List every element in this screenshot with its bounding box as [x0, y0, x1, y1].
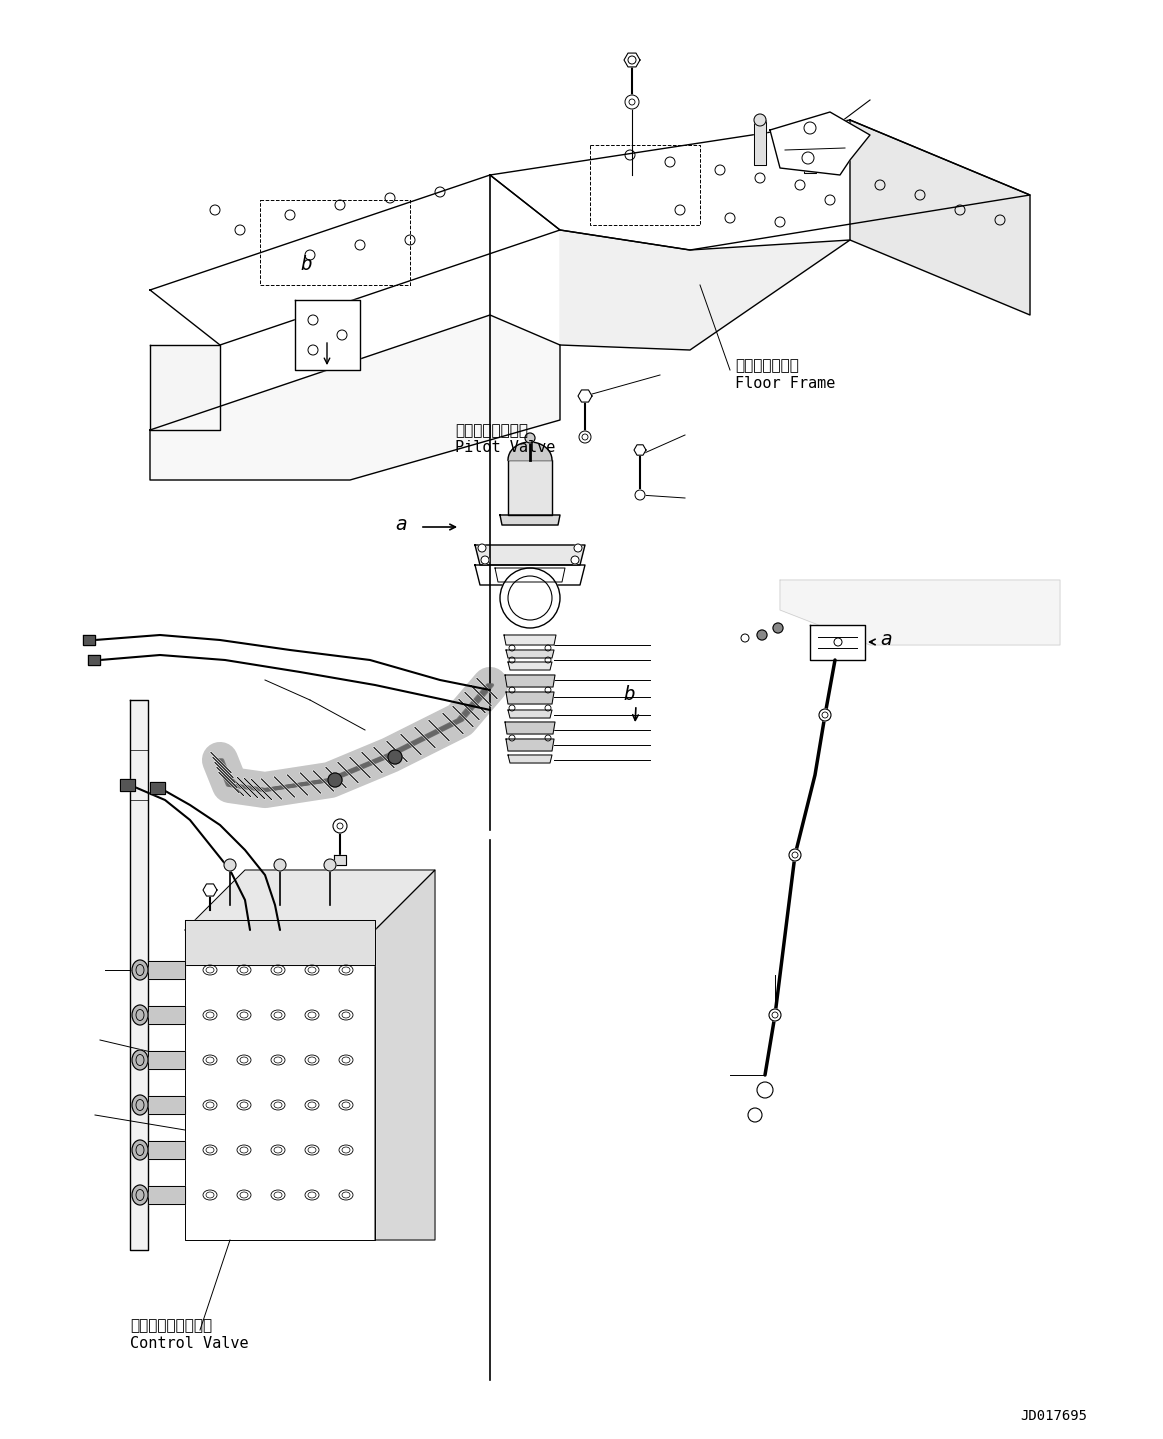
Polygon shape [148, 961, 185, 979]
Polygon shape [506, 650, 554, 658]
Ellipse shape [131, 1004, 148, 1025]
Polygon shape [506, 692, 554, 704]
Circle shape [802, 153, 814, 164]
Circle shape [328, 773, 342, 787]
Polygon shape [150, 781, 165, 794]
Circle shape [274, 859, 286, 871]
Circle shape [819, 709, 832, 721]
Polygon shape [500, 515, 561, 525]
Ellipse shape [131, 1050, 148, 1071]
Polygon shape [634, 445, 645, 455]
Text: コントロールバルブ: コントロールバルブ [130, 1318, 212, 1333]
Polygon shape [780, 580, 1059, 645]
Text: JD017695: JD017695 [1020, 1409, 1087, 1423]
Polygon shape [505, 722, 555, 734]
Circle shape [579, 432, 591, 443]
Text: フロアフレーム: フロアフレーム [735, 358, 799, 373]
Polygon shape [504, 635, 556, 645]
Polygon shape [770, 112, 870, 176]
Polygon shape [754, 119, 766, 165]
Polygon shape [148, 1186, 185, 1204]
Polygon shape [120, 778, 135, 791]
Polygon shape [148, 1050, 185, 1069]
Ellipse shape [131, 1184, 148, 1204]
Polygon shape [508, 662, 552, 671]
Circle shape [324, 859, 336, 871]
Text: a: a [395, 515, 407, 534]
Text: Pilot Valve: Pilot Valve [455, 440, 556, 455]
Polygon shape [130, 699, 148, 1250]
Polygon shape [578, 390, 592, 401]
Polygon shape [508, 460, 552, 515]
Polygon shape [148, 1097, 185, 1114]
Text: パイロットバルブ: パイロットバルブ [455, 423, 528, 437]
Polygon shape [505, 675, 555, 686]
Circle shape [789, 849, 801, 861]
Polygon shape [148, 1006, 185, 1025]
Polygon shape [88, 655, 100, 665]
Circle shape [773, 623, 783, 633]
Ellipse shape [131, 1140, 148, 1160]
Polygon shape [850, 119, 1030, 315]
Polygon shape [374, 871, 435, 1240]
Circle shape [748, 1108, 762, 1122]
Text: a: a [880, 630, 892, 649]
Polygon shape [508, 709, 552, 718]
Polygon shape [295, 299, 361, 370]
Text: b: b [623, 685, 635, 704]
Circle shape [754, 114, 766, 127]
Text: Control Valve: Control Valve [130, 1335, 249, 1351]
Polygon shape [475, 566, 585, 586]
Polygon shape [83, 635, 95, 645]
Polygon shape [185, 920, 374, 966]
Circle shape [757, 630, 768, 640]
Circle shape [804, 122, 816, 134]
Polygon shape [508, 442, 552, 460]
Polygon shape [334, 855, 347, 865]
Polygon shape [150, 315, 561, 481]
Circle shape [635, 491, 645, 499]
Polygon shape [508, 755, 552, 763]
Polygon shape [150, 345, 220, 430]
Circle shape [333, 819, 347, 833]
Circle shape [481, 555, 488, 564]
Polygon shape [185, 871, 435, 930]
Polygon shape [204, 884, 217, 896]
Polygon shape [625, 53, 640, 68]
Polygon shape [475, 545, 585, 566]
Polygon shape [809, 625, 865, 661]
Polygon shape [561, 230, 850, 350]
Polygon shape [804, 128, 816, 173]
Circle shape [575, 544, 582, 553]
Text: Floor Frame: Floor Frame [735, 376, 835, 391]
Polygon shape [490, 119, 1030, 250]
Ellipse shape [131, 1095, 148, 1115]
Circle shape [769, 1009, 782, 1022]
Polygon shape [150, 176, 561, 345]
Polygon shape [148, 1141, 185, 1158]
Circle shape [525, 433, 535, 443]
Circle shape [625, 95, 638, 109]
Circle shape [500, 568, 561, 627]
Polygon shape [185, 930, 374, 1240]
Polygon shape [506, 740, 554, 751]
Ellipse shape [131, 960, 148, 980]
Circle shape [571, 555, 579, 564]
Circle shape [224, 859, 236, 871]
Text: b: b [300, 255, 312, 273]
Circle shape [388, 750, 402, 764]
Circle shape [478, 544, 486, 553]
Circle shape [757, 1082, 773, 1098]
